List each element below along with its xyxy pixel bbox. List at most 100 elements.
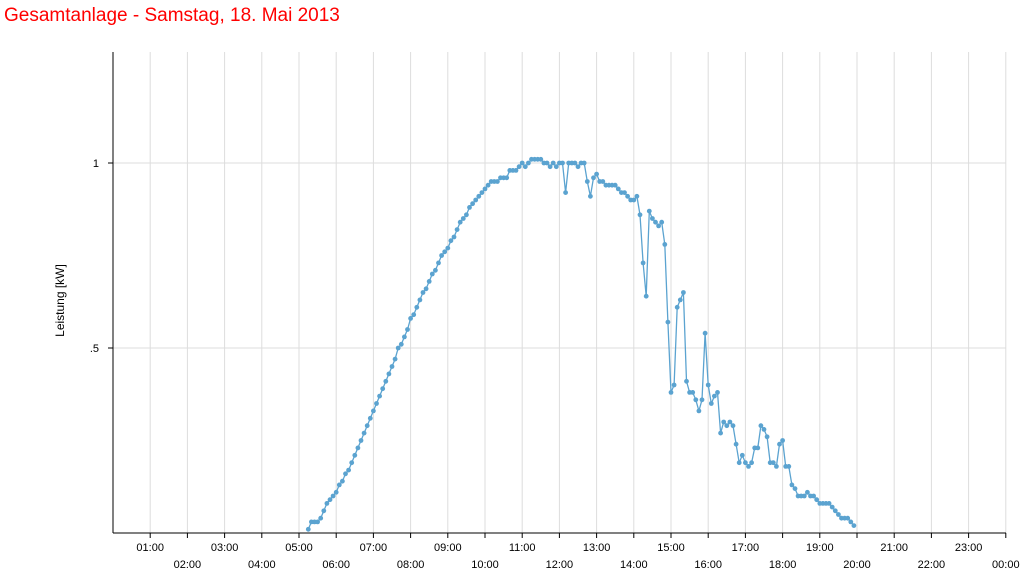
data-point bbox=[805, 489, 810, 495]
x-tick-label: 22:00 bbox=[918, 559, 946, 571]
x-tick-label: 06:00 bbox=[322, 559, 350, 571]
x-tick-label: 16:00 bbox=[694, 559, 722, 571]
data-point bbox=[482, 186, 488, 192]
data-point bbox=[429, 271, 435, 277]
data-point bbox=[460, 216, 466, 221]
data-point bbox=[736, 460, 742, 466]
data-point bbox=[516, 164, 522, 170]
y-ticks: .5 1 bbox=[90, 158, 113, 355]
x-tick-label: 08:00 bbox=[397, 559, 425, 571]
x-ticks: 01:00 02:00 03:00 04:00 05:00 06:00 07:00 08:00… bbox=[136, 533, 1020, 571]
data-point bbox=[758, 423, 764, 429]
data-point bbox=[349, 460, 355, 466]
y-axis-label: Leistung [kW] bbox=[53, 264, 67, 337]
data-point bbox=[715, 390, 720, 395]
y-tick-label: .5 bbox=[90, 343, 99, 355]
data-point bbox=[439, 253, 444, 258]
x-tick-label: 13:00 bbox=[583, 542, 611, 554]
data-point bbox=[705, 382, 711, 388]
data-point bbox=[318, 515, 324, 521]
x-tick-label: 20:00 bbox=[843, 559, 871, 571]
x-tick-label: 00:00 bbox=[992, 559, 1020, 571]
data-point bbox=[420, 290, 426, 295]
data-point bbox=[612, 182, 618, 188]
data-point bbox=[622, 190, 627, 196]
data-point bbox=[457, 219, 463, 225]
data-point bbox=[659, 219, 665, 225]
data-point bbox=[423, 286, 429, 292]
data-point bbox=[364, 423, 370, 429]
data-point bbox=[392, 356, 398, 362]
data-point bbox=[467, 205, 472, 210]
data-point bbox=[572, 160, 578, 166]
data-point bbox=[398, 341, 404, 347]
data-point bbox=[442, 249, 448, 255]
x-tick-label: 18:00 bbox=[769, 559, 797, 571]
data-point bbox=[451, 234, 457, 240]
x-tick-label: 09:00 bbox=[434, 542, 462, 554]
data-point bbox=[764, 434, 770, 440]
data-point bbox=[495, 179, 500, 184]
data-point bbox=[600, 179, 606, 184]
data-point bbox=[739, 452, 745, 458]
data-point bbox=[340, 478, 345, 484]
data-point bbox=[696, 408, 702, 414]
x-tick-label: 23:00 bbox=[955, 542, 983, 554]
data-point bbox=[792, 486, 798, 491]
grid bbox=[113, 52, 1007, 533]
data-point bbox=[411, 312, 417, 318]
data-point bbox=[625, 193, 630, 199]
data-point bbox=[473, 197, 479, 203]
data-point bbox=[789, 482, 795, 488]
series-power bbox=[305, 156, 857, 532]
data-point bbox=[656, 223, 661, 229]
data-point bbox=[327, 497, 333, 503]
data-point bbox=[770, 460, 776, 466]
data-point bbox=[646, 208, 652, 214]
data-point bbox=[832, 508, 838, 514]
data-point bbox=[336, 482, 342, 488]
data-point bbox=[721, 419, 727, 425]
data-point bbox=[826, 501, 832, 506]
data-point bbox=[547, 164, 553, 170]
data-point bbox=[395, 345, 401, 351]
data-point bbox=[814, 497, 820, 503]
data-point bbox=[563, 190, 568, 196]
data-point bbox=[324, 501, 330, 506]
data-point bbox=[371, 408, 376, 414]
data-point bbox=[333, 489, 339, 495]
data-point bbox=[851, 523, 857, 528]
data-point bbox=[653, 219, 658, 225]
data-point bbox=[355, 445, 361, 451]
data-point bbox=[485, 182, 491, 188]
x-tick-label: 15:00 bbox=[657, 542, 685, 554]
data-point bbox=[718, 430, 723, 436]
data-point bbox=[504, 175, 510, 181]
series-line bbox=[307, 158, 855, 530]
x-tick-label: 04:00 bbox=[248, 559, 276, 571]
data-point bbox=[408, 316, 413, 321]
data-point bbox=[361, 430, 367, 436]
data-point bbox=[727, 419, 733, 425]
data-point bbox=[829, 504, 835, 510]
data-point bbox=[513, 168, 519, 173]
data-point bbox=[712, 393, 717, 399]
data-point bbox=[470, 201, 475, 207]
data-point bbox=[749, 460, 754, 466]
x-tick-label: 14:00 bbox=[620, 559, 648, 571]
data-point bbox=[588, 193, 593, 199]
data-point bbox=[386, 371, 392, 377]
data-point bbox=[743, 460, 748, 466]
data-point bbox=[346, 467, 351, 473]
data-point bbox=[321, 508, 327, 514]
data-point bbox=[631, 197, 637, 203]
data-point bbox=[581, 160, 587, 166]
data-point bbox=[538, 156, 544, 162]
data-point bbox=[730, 423, 736, 429]
data-point bbox=[702, 330, 708, 336]
data-point bbox=[389, 364, 395, 369]
data-point bbox=[724, 423, 730, 429]
data-point bbox=[845, 515, 851, 521]
data-point bbox=[774, 464, 779, 469]
